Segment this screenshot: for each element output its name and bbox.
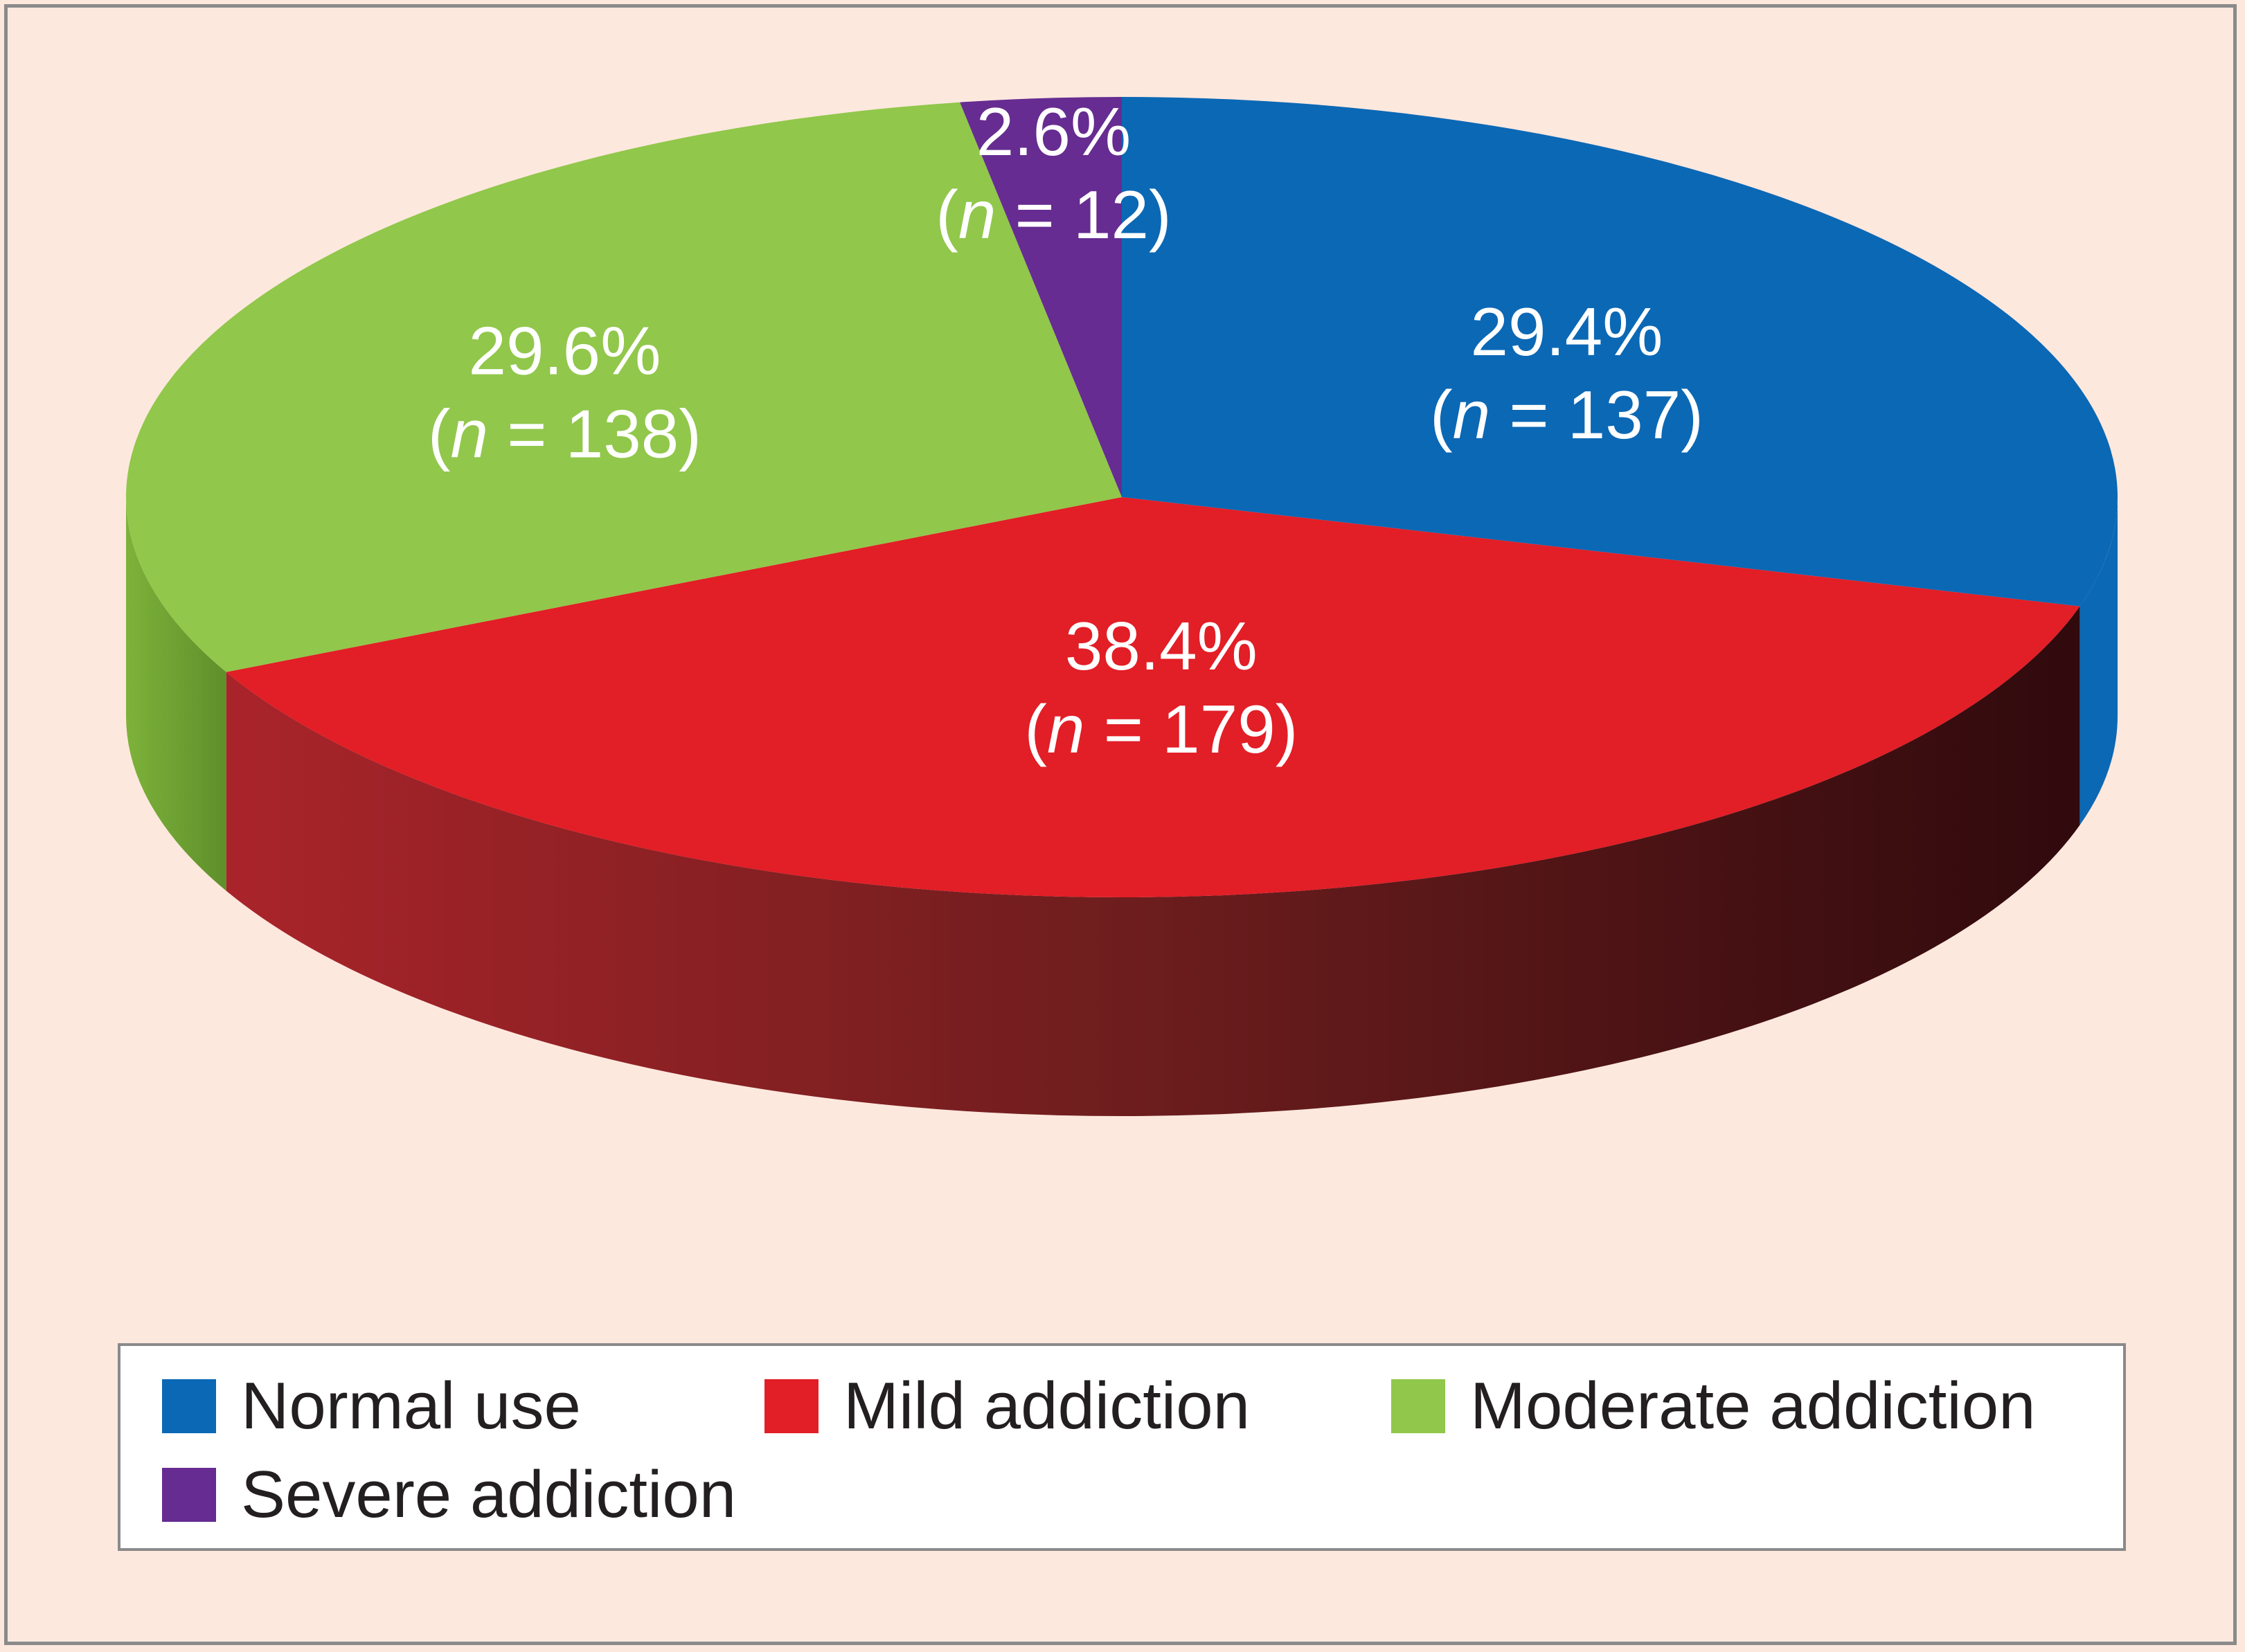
legend-label-moderate-addiction: Moderate addiction — [1470, 1369, 2036, 1443]
pie-side-faces — [126, 497, 2118, 1117]
legend-swatch-mild-addiction — [764, 1379, 819, 1433]
pie-label-pct-normal-use: 29.4% — [1471, 294, 1663, 370]
legend-label-normal-use: Normal use — [241, 1369, 581, 1443]
legend-label-mild-addiction: Mild addiction — [843, 1369, 1250, 1443]
pie-label-pct-mild-addiction: 38.4% — [1065, 608, 1258, 684]
legend-swatch-moderate-addiction — [1391, 1379, 1445, 1433]
pie-label-n-mild-addiction: (n = 179) — [1024, 691, 1298, 767]
pie-slice-mild-addiction — [226, 497, 2080, 897]
pie-slice-normal-use — [1122, 97, 2118, 607]
pie-side-normal-use — [2079, 497, 2118, 825]
pie-top-faces — [125, 97, 2118, 897]
legend-swatch-severe-addiction — [162, 1468, 216, 1522]
legend: Normal use Mild addiction Moderate addic… — [118, 1343, 2126, 1551]
legend-item-moderate-addiction: Moderate addiction — [1391, 1368, 2036, 1444]
pie-data-labels: 29.4%(n = 137) 38.4%(n = 179) 29.6%(n = 13… — [428, 93, 1703, 767]
pie-label-pct-moderate-addiction: 29.6% — [468, 313, 661, 389]
pie-slice-severe-addiction — [960, 97, 1122, 497]
pie-label-pct-severe-addiction: 2.6% — [976, 93, 1131, 170]
pie-slice-moderate-addiction — [125, 102, 1122, 672]
legend-swatch-normal-use — [162, 1379, 216, 1433]
legend-label-severe-addiction: Severe addiction — [241, 1457, 737, 1532]
pie-side-mild-addiction — [226, 606, 2080, 1117]
pie-label-n-normal-use: (n = 137) — [1430, 377, 1703, 453]
pie-side-moderate-addiction — [126, 497, 226, 891]
legend-item-normal-use: Normal use — [162, 1368, 581, 1444]
pie-label-n-severe-addiction: (n = 12) — [936, 177, 1171, 253]
legend-item-mild-addiction: Mild addiction — [764, 1368, 1250, 1444]
legend-item-severe-addiction: Severe addiction — [162, 1457, 736, 1533]
pie-label-n-moderate-addiction: (n = 138) — [428, 396, 701, 472]
